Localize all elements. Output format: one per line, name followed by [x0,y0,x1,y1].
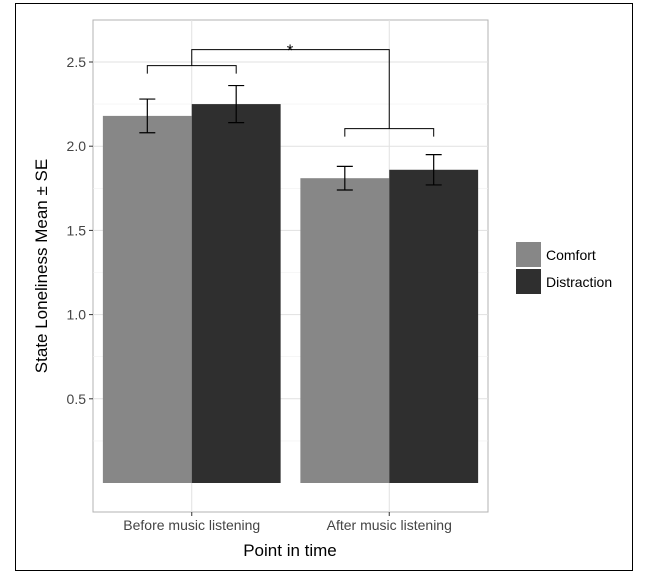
bar-distraction-1 [191,104,281,483]
legend-swatch-comfort [516,242,541,267]
legend-label-distraction: Distraction [546,274,612,290]
error-bars-layer [139,84,442,191]
y-tick-label: 1.5 [67,222,87,238]
x-tick-label: Before music listening [123,517,260,533]
significance-star: * [287,41,294,60]
bar-comfort-2 [300,178,390,484]
bar-comfort-1 [102,115,192,483]
y-tick-label: 2.0 [67,138,87,154]
x-tick-label: After music listening [327,517,452,533]
legend: Comfort Distraction [516,242,612,294]
significance-bracket-layer [146,49,435,137]
x-axis-ticks: Before music listening After music listen… [123,512,452,533]
legend-swatch-distraction [516,269,541,294]
legend-label-comfort: Comfort [546,247,596,263]
y-tick-label: 0.5 [67,391,87,407]
bracket-comparison [191,49,390,129]
bar-distraction-2 [389,169,479,483]
x-axis-label: Point in time [243,541,337,560]
bars-layer [102,104,479,484]
y-tick-label: 2.5 [67,54,87,70]
y-axis-label: State Loneliness Mean ± SE [32,159,51,373]
y-tick-label: 1.0 [67,307,87,323]
y-axis-ticks: 0.5 1.0 1.5 2.0 2.5 [67,54,93,407]
